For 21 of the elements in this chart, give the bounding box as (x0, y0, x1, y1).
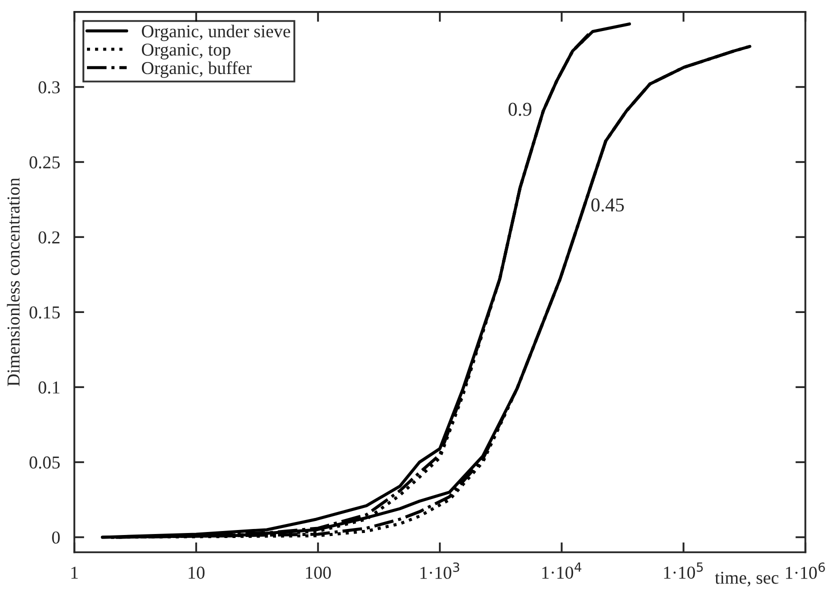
x-tick-label: 1·10$^{6}$ (786, 562, 825, 579)
legend-label: Organic, buffer (142, 61, 252, 78)
y-tick-label: 0 (52, 531, 60, 544)
x-tick-label: 1 (71, 566, 78, 579)
y-tick-label: 0.2 (38, 231, 60, 244)
x-tick-label: 1·10$^{4}$ (542, 562, 582, 579)
x-tick-label: 1·10$^{3}$ (420, 562, 460, 579)
y-tick-label: 0.15 (30, 306, 60, 319)
annotation: 0.9 (508, 102, 532, 116)
legend-label: Organic, top (142, 44, 230, 60)
x-tick-label: 100 (306, 566, 331, 579)
annotation: 0.45 (591, 198, 624, 212)
x-tick-label: 10 (188, 566, 205, 579)
x-axis-title: time, sec (714, 572, 778, 586)
y-axis-title: Dimensionless concentration (6, 178, 20, 386)
y-tick-label: 0.3 (38, 81, 60, 94)
y-tick-label: 0.1 (38, 381, 60, 394)
legend-label: Organic, under sieve (142, 24, 290, 42)
x-tick-label: 1·10$^{5}$ (664, 562, 703, 579)
y-tick-label: 0.25 (30, 156, 60, 169)
y-tick-label: 0.05 (30, 456, 60, 469)
